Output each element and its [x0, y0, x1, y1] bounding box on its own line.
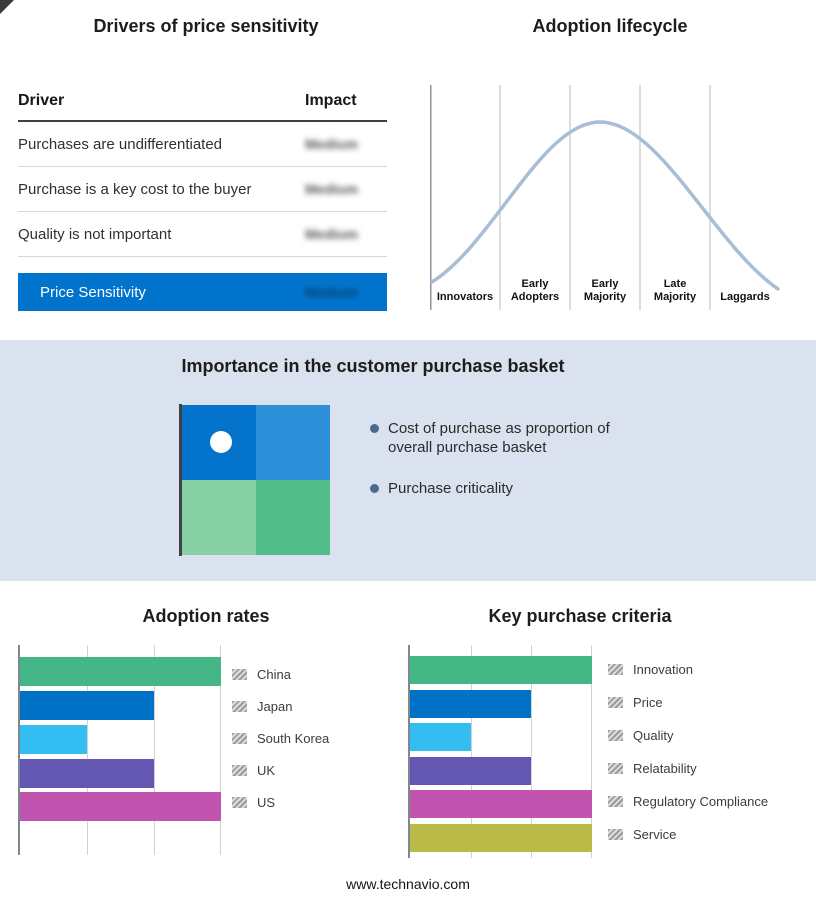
impact-value-blurred: Medium	[305, 135, 358, 152]
gridline	[86, 645, 88, 855]
quadrant-top-right	[256, 405, 330, 480]
bullet-icon	[370, 484, 379, 493]
bullet-text: Purchase criticality	[388, 480, 514, 497]
gridline	[470, 645, 472, 858]
basket-band	[0, 340, 816, 581]
legend-swatch-icon	[608, 795, 623, 807]
legend-swatch-icon	[608, 696, 623, 708]
legend-item: Innovation	[608, 659, 768, 679]
table-header: Driver Impact	[18, 86, 387, 122]
driver-cell: Quality is not important	[18, 225, 172, 243]
legend-swatch-icon	[608, 828, 623, 840]
basket-title: Importance in the customer purchase bask…	[181, 356, 565, 376]
legend-swatch-icon	[608, 663, 623, 675]
legend-item: US	[232, 792, 329, 812]
phase-label: Laggards	[720, 291, 770, 303]
legend-swatch-icon	[232, 732, 247, 744]
bar-regulatory-compliance	[410, 790, 592, 818]
bar-relatability	[410, 757, 532, 785]
website-url: www.technavio.com	[346, 876, 470, 892]
drivers-title: Drivers of price sensitivity	[93, 16, 319, 36]
impact-cell: Medium	[305, 181, 387, 198]
lifecycle-phase-labels: Innovators Early Adopters Early Majority…	[430, 268, 780, 304]
legend-swatch-icon	[608, 729, 623, 741]
legend-swatch-icon	[608, 762, 623, 774]
gridline	[154, 645, 155, 855]
gridline	[220, 645, 221, 855]
impact-cell: Medium	[305, 226, 387, 243]
legend-swatch-icon	[232, 700, 247, 712]
legend-item: Regulatory Compliance	[608, 791, 768, 811]
bar-south-korea	[20, 725, 87, 754]
bar-china	[20, 657, 221, 686]
price-sensitivity-row: Price Sensitivity Medium	[18, 273, 387, 311]
driver-cell: Purchase is a key cost to the buyer	[18, 180, 252, 198]
lifecycle-title: Adoption lifecycle	[532, 16, 688, 36]
bar-price	[410, 690, 532, 718]
bullet-text: Cost of purchase as proportion of overal…	[388, 420, 610, 456]
table-row: Purchases are undifferentiated Medium	[18, 122, 387, 167]
quadrant-axis	[179, 404, 182, 556]
table-row: Purchase is a key cost to the buyer Medi…	[18, 167, 387, 212]
corner-mark	[0, 0, 14, 14]
phase-label: Early Adopters	[510, 278, 560, 303]
legend-item: South Korea	[232, 728, 329, 748]
table-row: Quality is not important Medium	[18, 212, 387, 257]
column-driver: Driver	[18, 92, 65, 109]
lifecycle-chart	[430, 85, 780, 310]
bar-japan	[20, 691, 154, 720]
impact-cell: Medium	[305, 284, 387, 301]
phase-label: Innovators	[436, 291, 494, 303]
phase-label: Early Majority	[583, 278, 627, 303]
gridline	[531, 645, 533, 858]
bar-us	[20, 792, 221, 821]
drivers-table: Driver Impact Purchases are undifferenti…	[18, 86, 387, 311]
legend-swatch-icon	[232, 764, 247, 776]
impact-value-blurred: Medium	[305, 180, 358, 197]
adoption-rates-legend: China Japan South Korea UK US	[232, 664, 329, 824]
bar-service	[410, 824, 592, 852]
bar-uk	[20, 759, 154, 788]
purchase-basket-quadrant	[182, 405, 330, 555]
bullet-item: Cost of purchase as proportion of overal…	[370, 419, 648, 457]
quadrant-bottom-right	[256, 480, 330, 555]
bar-quality	[410, 723, 471, 751]
gridline	[591, 645, 592, 858]
impact-value-blurred: Medium	[305, 225, 358, 242]
quadrant-bottom-left	[182, 480, 256, 555]
position-marker-dot	[210, 431, 232, 453]
legend-item: Quality	[608, 725, 768, 745]
legend-item: Service	[608, 824, 768, 844]
adoption-rates-chart	[18, 645, 221, 855]
key-purchase-criteria-legend: Innovation Price Quality Relatability Re…	[608, 659, 768, 857]
driver-cell: Purchases are undifferentiated	[18, 135, 223, 153]
adoption-rates-title: Adoption rates	[142, 606, 270, 626]
column-impact: Impact	[305, 92, 357, 109]
legend-item: China	[232, 664, 329, 684]
legend-item: Japan	[232, 696, 329, 716]
phase-label: Late Majority	[653, 278, 697, 303]
bullet-item: Purchase criticality	[370, 479, 648, 498]
impact-value-blurred: Medium	[305, 283, 358, 300]
bar-innovation	[410, 656, 592, 684]
legend-item: UK	[232, 760, 329, 780]
price-sensitivity-label: Price Sensitivity	[40, 283, 146, 301]
key-purchase-criteria-title: Key purchase criteria	[488, 606, 672, 626]
legend-swatch-icon	[232, 668, 247, 680]
impact-cell: Medium	[305, 136, 387, 153]
lifecycle-curve	[430, 120, 780, 291]
legend-swatch-icon	[232, 796, 247, 808]
legend-item: Relatability	[608, 758, 768, 778]
bullet-icon	[370, 424, 379, 433]
key-purchase-criteria-chart	[408, 645, 592, 858]
legend-item: Price	[608, 692, 768, 712]
